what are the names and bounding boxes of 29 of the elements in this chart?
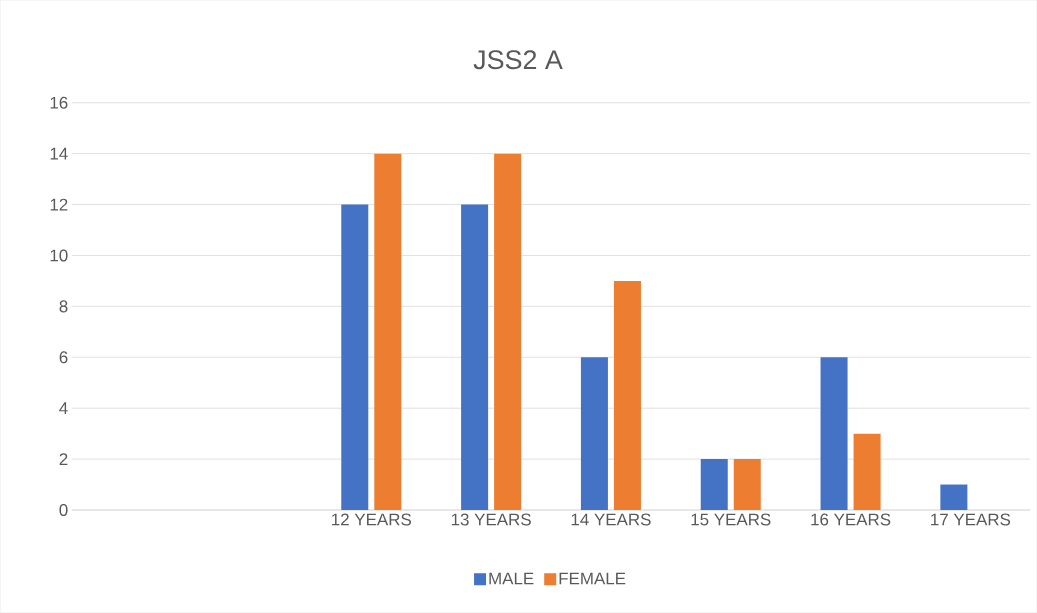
bar <box>613 281 641 511</box>
legend-label: MALE <box>489 572 534 585</box>
bar <box>374 153 402 511</box>
y-tick-label: 8 <box>59 300 68 313</box>
bar <box>341 204 369 511</box>
y-tick-label: 12 <box>50 198 68 211</box>
x-tick-label: 14 YEARS <box>571 513 651 526</box>
y-tick-label: 4 <box>59 402 68 415</box>
chart-title: JSS2 A <box>473 50 563 70</box>
x-tick-label: 17 YEARS <box>931 513 1011 526</box>
legend-label: FEMALE <box>559 572 626 585</box>
bar <box>733 459 761 511</box>
bar <box>461 204 489 511</box>
bar <box>853 433 881 511</box>
y-tick-label: 6 <box>59 351 68 364</box>
bar <box>580 357 608 511</box>
bar <box>494 153 522 511</box>
x-tick-label: 15 YEARS <box>691 513 771 526</box>
y-tick-label: 0 <box>59 504 68 517</box>
y-tick-label: 16 <box>50 96 68 109</box>
y-tick-label: 2 <box>59 453 68 466</box>
bar <box>820 357 848 511</box>
y-tick-label: 10 <box>50 249 68 262</box>
x-tick-label: 16 YEARS <box>811 513 891 526</box>
x-tick-label: 13 YEARS <box>451 513 531 526</box>
bar <box>700 459 728 511</box>
bar <box>940 484 968 511</box>
y-tick-label: 14 <box>50 147 68 160</box>
x-tick-label: 12 YEARS <box>332 513 411 526</box>
